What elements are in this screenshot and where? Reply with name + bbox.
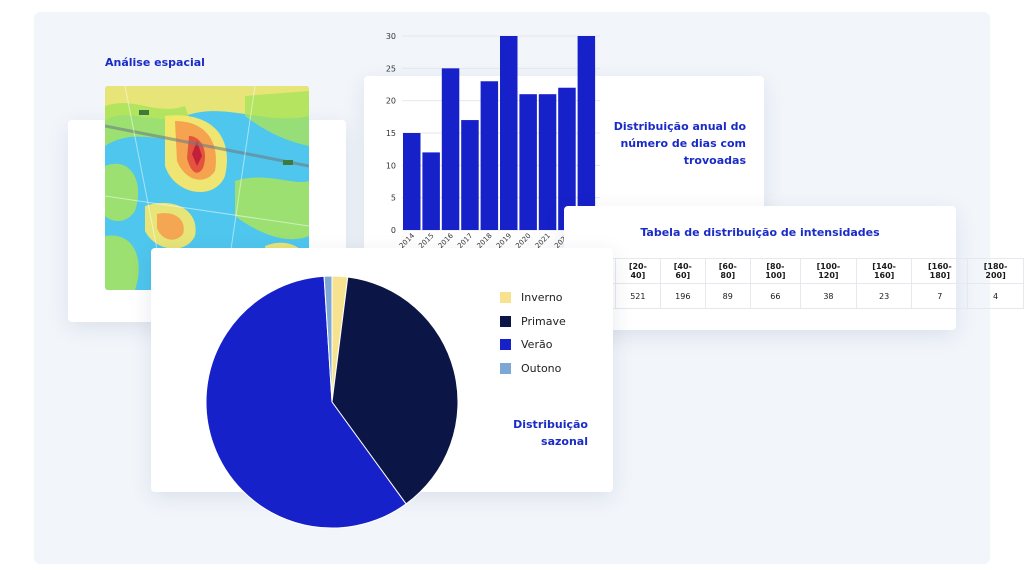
legend-item[interactable]: Inverno	[500, 286, 567, 310]
pie-slice-outono[interactable]	[323, 275, 333, 403]
y-tick-label: 20	[386, 97, 396, 106]
bar-2017[interactable]	[461, 120, 479, 230]
legend-item[interactable]: Verão	[500, 333, 567, 357]
legend-item[interactable]: Outono	[500, 357, 567, 381]
pie-legend: Inverno Primave Verão Outono	[500, 286, 567, 380]
seasonal-distribution-title: Distribuição sazonal	[513, 418, 588, 448]
intensity-table-row: 69355211968966382374	[575, 283, 1024, 309]
y-tick-label: 10	[386, 161, 396, 170]
bar-2020[interactable]	[519, 94, 537, 230]
table-header-cell: [20-40]	[614, 258, 661, 284]
seasonal-pie-chart	[205, 275, 459, 529]
bar-2021[interactable]	[538, 94, 557, 230]
y-tick-label: 5	[391, 194, 396, 203]
table-cell: 196	[659, 283, 706, 309]
y-tick-label: 30	[386, 32, 396, 41]
intensity-table-title: Tabela de distribuição de intensidades	[640, 226, 880, 239]
table-header-cell: [180-200]	[967, 258, 1024, 284]
table-cell: 4	[967, 283, 1024, 309]
y-tick-label: 25	[386, 64, 396, 73]
legend-swatch	[500, 292, 511, 304]
pie-slice-verão[interactable]	[205, 275, 407, 529]
bar-2022[interactable]	[558, 87, 576, 230]
bar-2019[interactable]	[500, 36, 518, 230]
table-cell: 89	[704, 283, 751, 309]
table-header-cell: [40-60]	[659, 258, 706, 284]
spatial-heatmap-map[interactable]	[105, 86, 309, 290]
table-header-cell: [140-160]	[855, 258, 913, 284]
legend-label: Inverno	[521, 291, 563, 305]
legend-swatch	[500, 362, 511, 374]
table-header-cell: [160-180]	[911, 258, 969, 284]
legend-swatch	[500, 315, 511, 327]
legend-item[interactable]: Primave	[500, 310, 567, 334]
legend-label: Outono	[521, 361, 562, 375]
bar-2023[interactable]	[577, 36, 596, 230]
legend-label: Primave	[521, 314, 566, 328]
table-cell: 23	[855, 283, 913, 309]
annual-distribution-title: Distribuição anual do número de dias com…	[613, 120, 746, 167]
y-tick-label: 15	[386, 129, 396, 138]
legend-swatch	[500, 339, 511, 351]
bar-2018[interactable]	[480, 81, 499, 230]
spatial-analysis-title: Análise espacial	[105, 56, 205, 69]
table-header-cell: [60-80]	[704, 258, 751, 284]
table-header-cell: [100-120]	[800, 258, 857, 284]
y-tick-label: 0	[391, 226, 396, 235]
intensity-table: [0-20][20-40][40-60][60-80][80-100][100-…	[575, 258, 1024, 309]
legend-label: Verão	[521, 338, 553, 352]
table-cell: 521	[614, 283, 661, 309]
pie-slice-primavera[interactable]	[331, 276, 459, 505]
table-cell: 38	[800, 283, 857, 309]
table-cell: 7	[911, 283, 969, 309]
table-cell: 66	[749, 283, 802, 309]
bar-2016[interactable]	[441, 68, 460, 230]
bar-2015[interactable]	[422, 152, 440, 230]
intensity-table-header-row: [0-20][20-40][40-60][60-80][80-100][100-…	[575, 258, 1024, 284]
bar-2014[interactable]	[403, 133, 421, 230]
heatmap-svg	[105, 86, 309, 290]
table-header-cell: [80-100]	[749, 258, 802, 284]
